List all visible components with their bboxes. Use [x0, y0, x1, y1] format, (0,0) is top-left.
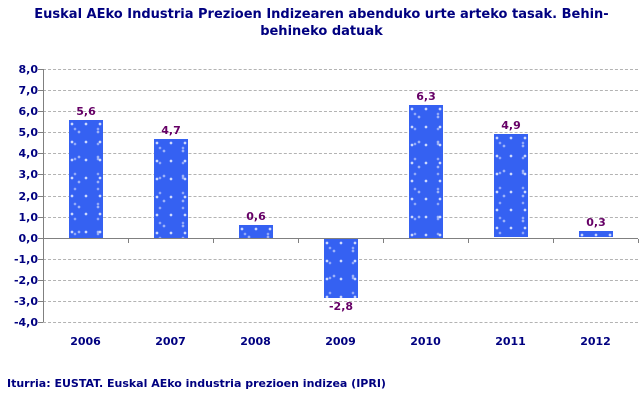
gridline [43, 322, 638, 323]
y-axis-tick-label: 2,0 [18, 189, 39, 203]
y-axis-tick-label: 3,0 [18, 168, 39, 182]
x-axis-category-label: 2008 [240, 335, 271, 348]
y-axis-tick-mark [38, 132, 43, 134]
y-axis-tick-mark [38, 153, 43, 155]
x-axis-category-label: 2006 [70, 335, 101, 348]
y-axis-tick-mark [38, 174, 43, 176]
gridline [43, 153, 638, 155]
x-axis-tick-mark [128, 238, 129, 243]
zero-axis-line [43, 237, 638, 239]
bar-value-label: 4,7 [161, 124, 181, 137]
bar-2010 [409, 105, 443, 238]
y-axis-tick-mark [38, 69, 43, 70]
y-axis-tick-label: -1,0 [13, 252, 38, 266]
bar-2012 [579, 231, 613, 237]
x-axis-category-label: 2007 [155, 335, 186, 348]
y-axis-line [43, 69, 44, 322]
y-axis-tick-mark [38, 258, 43, 260]
x-axis-category-label: 2012 [580, 335, 611, 348]
y-axis-tick-mark [38, 111, 43, 113]
x-axis-tick-mark [383, 238, 384, 243]
y-axis-tick-label: 7,0 [18, 84, 39, 98]
y-axis-tick-mark [38, 195, 43, 197]
bar-value-label: 5,6 [76, 105, 96, 118]
gridline [43, 216, 638, 218]
y-axis-tick-mark [38, 90, 43, 92]
gridline [43, 132, 638, 134]
bar-2008 [239, 225, 273, 238]
bar-2009 [324, 239, 358, 298]
y-axis-tick-label: 6,0 [18, 105, 39, 119]
x-axis-tick-mark [553, 238, 554, 243]
gridline [43, 174, 638, 176]
bar-2006 [69, 120, 103, 238]
chart-title: Euskal AEko Industria Prezioen Indizeare… [34, 7, 609, 39]
bar-value-label: 0,3 [586, 216, 606, 229]
y-axis-tick-mark [38, 322, 43, 323]
y-axis-tick-label: 0,0 [18, 231, 39, 245]
gridline [43, 300, 638, 302]
x-axis-category-label: 2010 [410, 335, 441, 348]
y-axis-tick-mark [38, 216, 43, 218]
source-note: Iturria: EUSTAT. Euskal AEko industria p… [7, 377, 386, 390]
x-axis-tick-mark [213, 238, 214, 243]
bar-value-label: 4,9 [501, 119, 521, 132]
x-axis-tick-mark [298, 238, 299, 243]
bar-2007 [154, 139, 188, 238]
plot-area: 8,0 7,0 6,0 5,0 4,0 3,0 2,0 1,0 0,0 -1,0 -2,0 -3,0 -… [14, 63, 639, 348]
y-axis-tick-mark [38, 279, 43, 281]
y-axis-tick-label: 1,0 [18, 210, 39, 224]
bar-value-label: 0,6 [246, 210, 266, 223]
x-axis-category-label: 2009 [325, 335, 356, 348]
y-axis-tick-label: -2,0 [13, 273, 38, 287]
gridline [43, 111, 638, 113]
y-axis-tick-mark [38, 300, 43, 302]
bar-2011 [494, 134, 528, 237]
y-axis-tick-label: 5,0 [18, 126, 39, 140]
y-axis-tick-label: -3,0 [13, 294, 38, 308]
gridline [43, 195, 638, 197]
y-axis-tick-label: 8,0 [18, 63, 39, 76]
x-axis-tick-mark [638, 238, 639, 243]
bar-value-label: 6,3 [416, 90, 436, 103]
gridline [43, 69, 638, 70]
y-axis-tick-mark [38, 237, 43, 239]
bar-value-label: -2,8 [328, 300, 354, 313]
x-axis-tick-mark [468, 238, 469, 243]
x-axis-category-label: 2011 [495, 335, 526, 348]
y-axis-tick-label: -4,0 [13, 316, 38, 329]
gridline [43, 90, 638, 92]
y-axis-tick-label: 4,0 [18, 147, 39, 161]
